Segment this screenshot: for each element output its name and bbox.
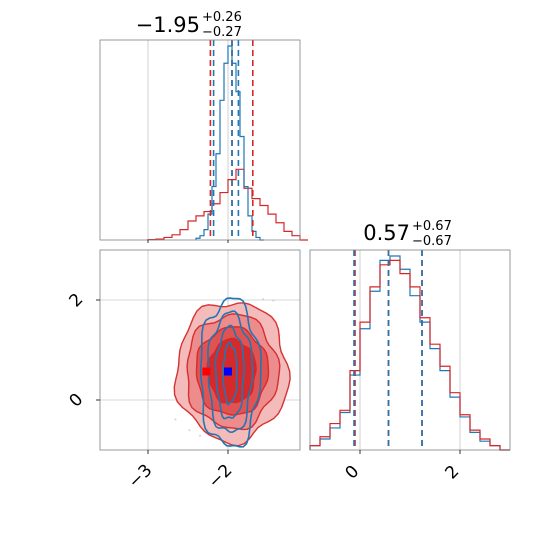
ytick-label-param2: 2 <box>66 290 88 312</box>
ytick-label-param2: 0 <box>66 390 88 412</box>
xtick-label-param2: 0 <box>342 462 364 484</box>
title-param1: −1.95 +0.26 −0.27 <box>136 10 242 40</box>
axis-frame-param1 <box>99 39 301 241</box>
xtick-label-param2: 2 <box>442 462 464 484</box>
title-param2-plus: +0.67 <box>412 219 452 234</box>
marker-blue <box>224 367 232 376</box>
title-param1-plus: +0.26 <box>202 10 242 25</box>
title-param1-minus: −0.27 <box>202 25 242 40</box>
scatter-point <box>188 429 191 432</box>
xtick-label-param1: −2 <box>205 461 237 493</box>
histogram-panel-param2 <box>309 249 511 451</box>
scatter-point <box>272 299 275 302</box>
histogram-blue-param1 <box>195 45 264 241</box>
axis-frame-param2 <box>309 249 511 451</box>
scatter-point <box>198 434 202 437</box>
axis-frame-joint <box>99 249 301 451</box>
xtick-label-param1: −3 <box>125 461 157 493</box>
contour-blue-level-1 <box>199 297 262 448</box>
title-param2-value: 0.57 <box>363 221 410 245</box>
title-param1-value: −1.95 <box>136 13 200 37</box>
scatter-point <box>262 298 265 301</box>
title-param2-minus: −0.67 <box>412 234 452 249</box>
histogram-panel-param1 <box>99 39 308 241</box>
title-param2: 0.57 +0.67 −0.67 <box>363 219 452 249</box>
histogram-red-param1 <box>147 168 308 241</box>
marker-red <box>202 367 211 376</box>
contour-blue-level-4 <box>221 341 238 406</box>
joint-contour-panel <box>99 249 301 451</box>
scatter-point <box>174 418 177 421</box>
histogram-red-param2 <box>309 259 510 451</box>
contour-blue-level-3 <box>214 324 245 420</box>
